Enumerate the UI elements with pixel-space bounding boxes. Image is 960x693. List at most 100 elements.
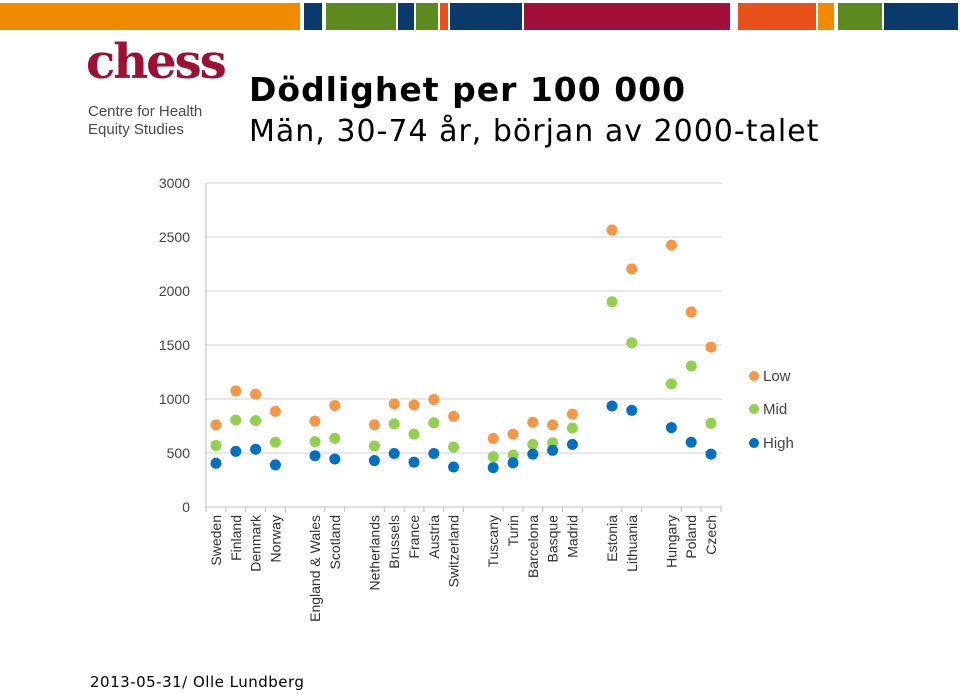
- x-category-label: Turin: [505, 515, 521, 546]
- data-point-low: [448, 410, 460, 422]
- chess-logo: chess Centre for Health Equity Studies: [86, 38, 227, 140]
- y-tick-label: 3000: [159, 175, 190, 191]
- legend-marker-low: [749, 371, 759, 381]
- data-point-low: [388, 398, 400, 410]
- footer-date-author: 2013-05-31/ Olle Lundberg: [90, 673, 305, 691]
- x-category-label: Scotland: [327, 515, 343, 569]
- data-point-high: [368, 455, 380, 467]
- x-category-label: Austria: [426, 515, 442, 559]
- legend-label-low: Low: [763, 368, 791, 385]
- logo-wordmark: chess: [86, 34, 227, 90]
- data-point-low: [685, 306, 697, 318]
- data-point-mid: [230, 414, 242, 426]
- data-point-mid: [685, 360, 697, 372]
- data-point-high: [507, 457, 519, 469]
- y-tick-label: 500: [167, 445, 191, 461]
- header-bar-segment: [440, 3, 448, 30]
- data-point-low: [309, 415, 321, 427]
- data-point-low: [606, 224, 618, 236]
- data-point-high: [309, 450, 321, 462]
- x-category-label: Estonia: [604, 515, 620, 562]
- header-bar-segment: [818, 3, 834, 30]
- data-point-mid: [329, 432, 341, 444]
- data-point-low: [626, 263, 638, 275]
- x-category-label: Hungary: [663, 515, 679, 568]
- data-point-mid: [665, 378, 677, 390]
- x-category-label: Sweden: [208, 515, 224, 566]
- data-point-low: [507, 428, 519, 440]
- data-point-high: [487, 462, 499, 474]
- x-category-label: Tuscany: [485, 515, 501, 567]
- data-point-low: [210, 419, 222, 431]
- logo-line-2: Equity Studies: [88, 121, 184, 138]
- header-bar-segment: [884, 3, 958, 30]
- header-bar-segment: [326, 3, 396, 30]
- data-point-high: [408, 456, 420, 468]
- x-category-label: England & Wales: [307, 515, 323, 622]
- data-point-mid: [448, 441, 460, 453]
- slide-subtitle: Män, 30-74 år, början av 2000-talet: [249, 114, 820, 149]
- data-point-low: [705, 341, 717, 353]
- data-point-mid: [210, 439, 222, 451]
- x-category-label: France: [406, 515, 422, 559]
- logo-line-1: Centre for Health: [88, 103, 203, 120]
- data-point-high: [665, 422, 677, 434]
- legend-marker-high: [749, 438, 759, 448]
- data-point-mid: [368, 440, 380, 452]
- header-bar-segment: [416, 3, 438, 30]
- data-point-low: [665, 239, 677, 251]
- data-point-high: [388, 448, 400, 460]
- data-point-low: [547, 419, 559, 431]
- data-point-high: [269, 459, 281, 471]
- x-category-label: Barcelona: [525, 515, 541, 578]
- data-point-low: [230, 385, 242, 397]
- data-point-high: [329, 453, 341, 465]
- data-point-high: [566, 438, 578, 450]
- data-point-mid: [309, 436, 321, 448]
- data-point-high: [606, 400, 618, 412]
- data-point-mid: [626, 337, 638, 349]
- header-bar-segment: [450, 3, 522, 30]
- data-point-low: [487, 432, 499, 444]
- y-tick-label: 0: [182, 499, 190, 515]
- legend-marker-mid: [749, 404, 759, 414]
- y-tick-label: 1000: [159, 391, 190, 407]
- data-point-high: [428, 448, 440, 460]
- data-point-mid: [269, 436, 281, 448]
- x-category-label: Lithuania: [624, 515, 640, 572]
- data-point-high: [250, 443, 262, 455]
- x-category-label: Denmark: [248, 514, 264, 572]
- data-point-low: [329, 399, 341, 411]
- x-category-label: Finland: [228, 515, 244, 561]
- legend-label-high: High: [763, 435, 794, 452]
- x-category-label: Madrid: [564, 515, 580, 558]
- data-point-mid: [547, 437, 559, 449]
- data-point-mid: [408, 428, 420, 440]
- data-point-high: [685, 436, 697, 448]
- data-point-mid: [428, 417, 440, 429]
- x-category-label: Netherlands: [366, 515, 382, 591]
- y-tick-label: 1500: [159, 337, 190, 353]
- header-bar-segment: [398, 3, 414, 30]
- data-point-low: [368, 419, 380, 431]
- slide-title: Dödlighet per 100 000: [249, 70, 687, 109]
- data-point-high: [230, 445, 242, 457]
- data-point-high: [527, 448, 539, 460]
- data-point-high: [705, 448, 717, 460]
- x-category-label: Basque: [545, 515, 561, 563]
- data-point-high: [448, 461, 460, 473]
- data-point-mid: [507, 449, 519, 461]
- header-bar-segment: [524, 3, 730, 30]
- header-color-strip: [0, 0, 960, 32]
- data-point-mid: [606, 296, 618, 308]
- data-point-mid: [527, 438, 539, 450]
- data-point-low: [566, 408, 578, 420]
- data-point-high: [626, 404, 638, 416]
- data-point-low: [250, 388, 262, 400]
- y-tick-label: 2500: [159, 229, 190, 245]
- header-bar-segment: [304, 3, 322, 30]
- y-tick-label: 2000: [159, 283, 190, 299]
- data-point-low: [428, 394, 440, 406]
- data-point-low: [527, 416, 539, 428]
- data-point-mid: [566, 422, 578, 434]
